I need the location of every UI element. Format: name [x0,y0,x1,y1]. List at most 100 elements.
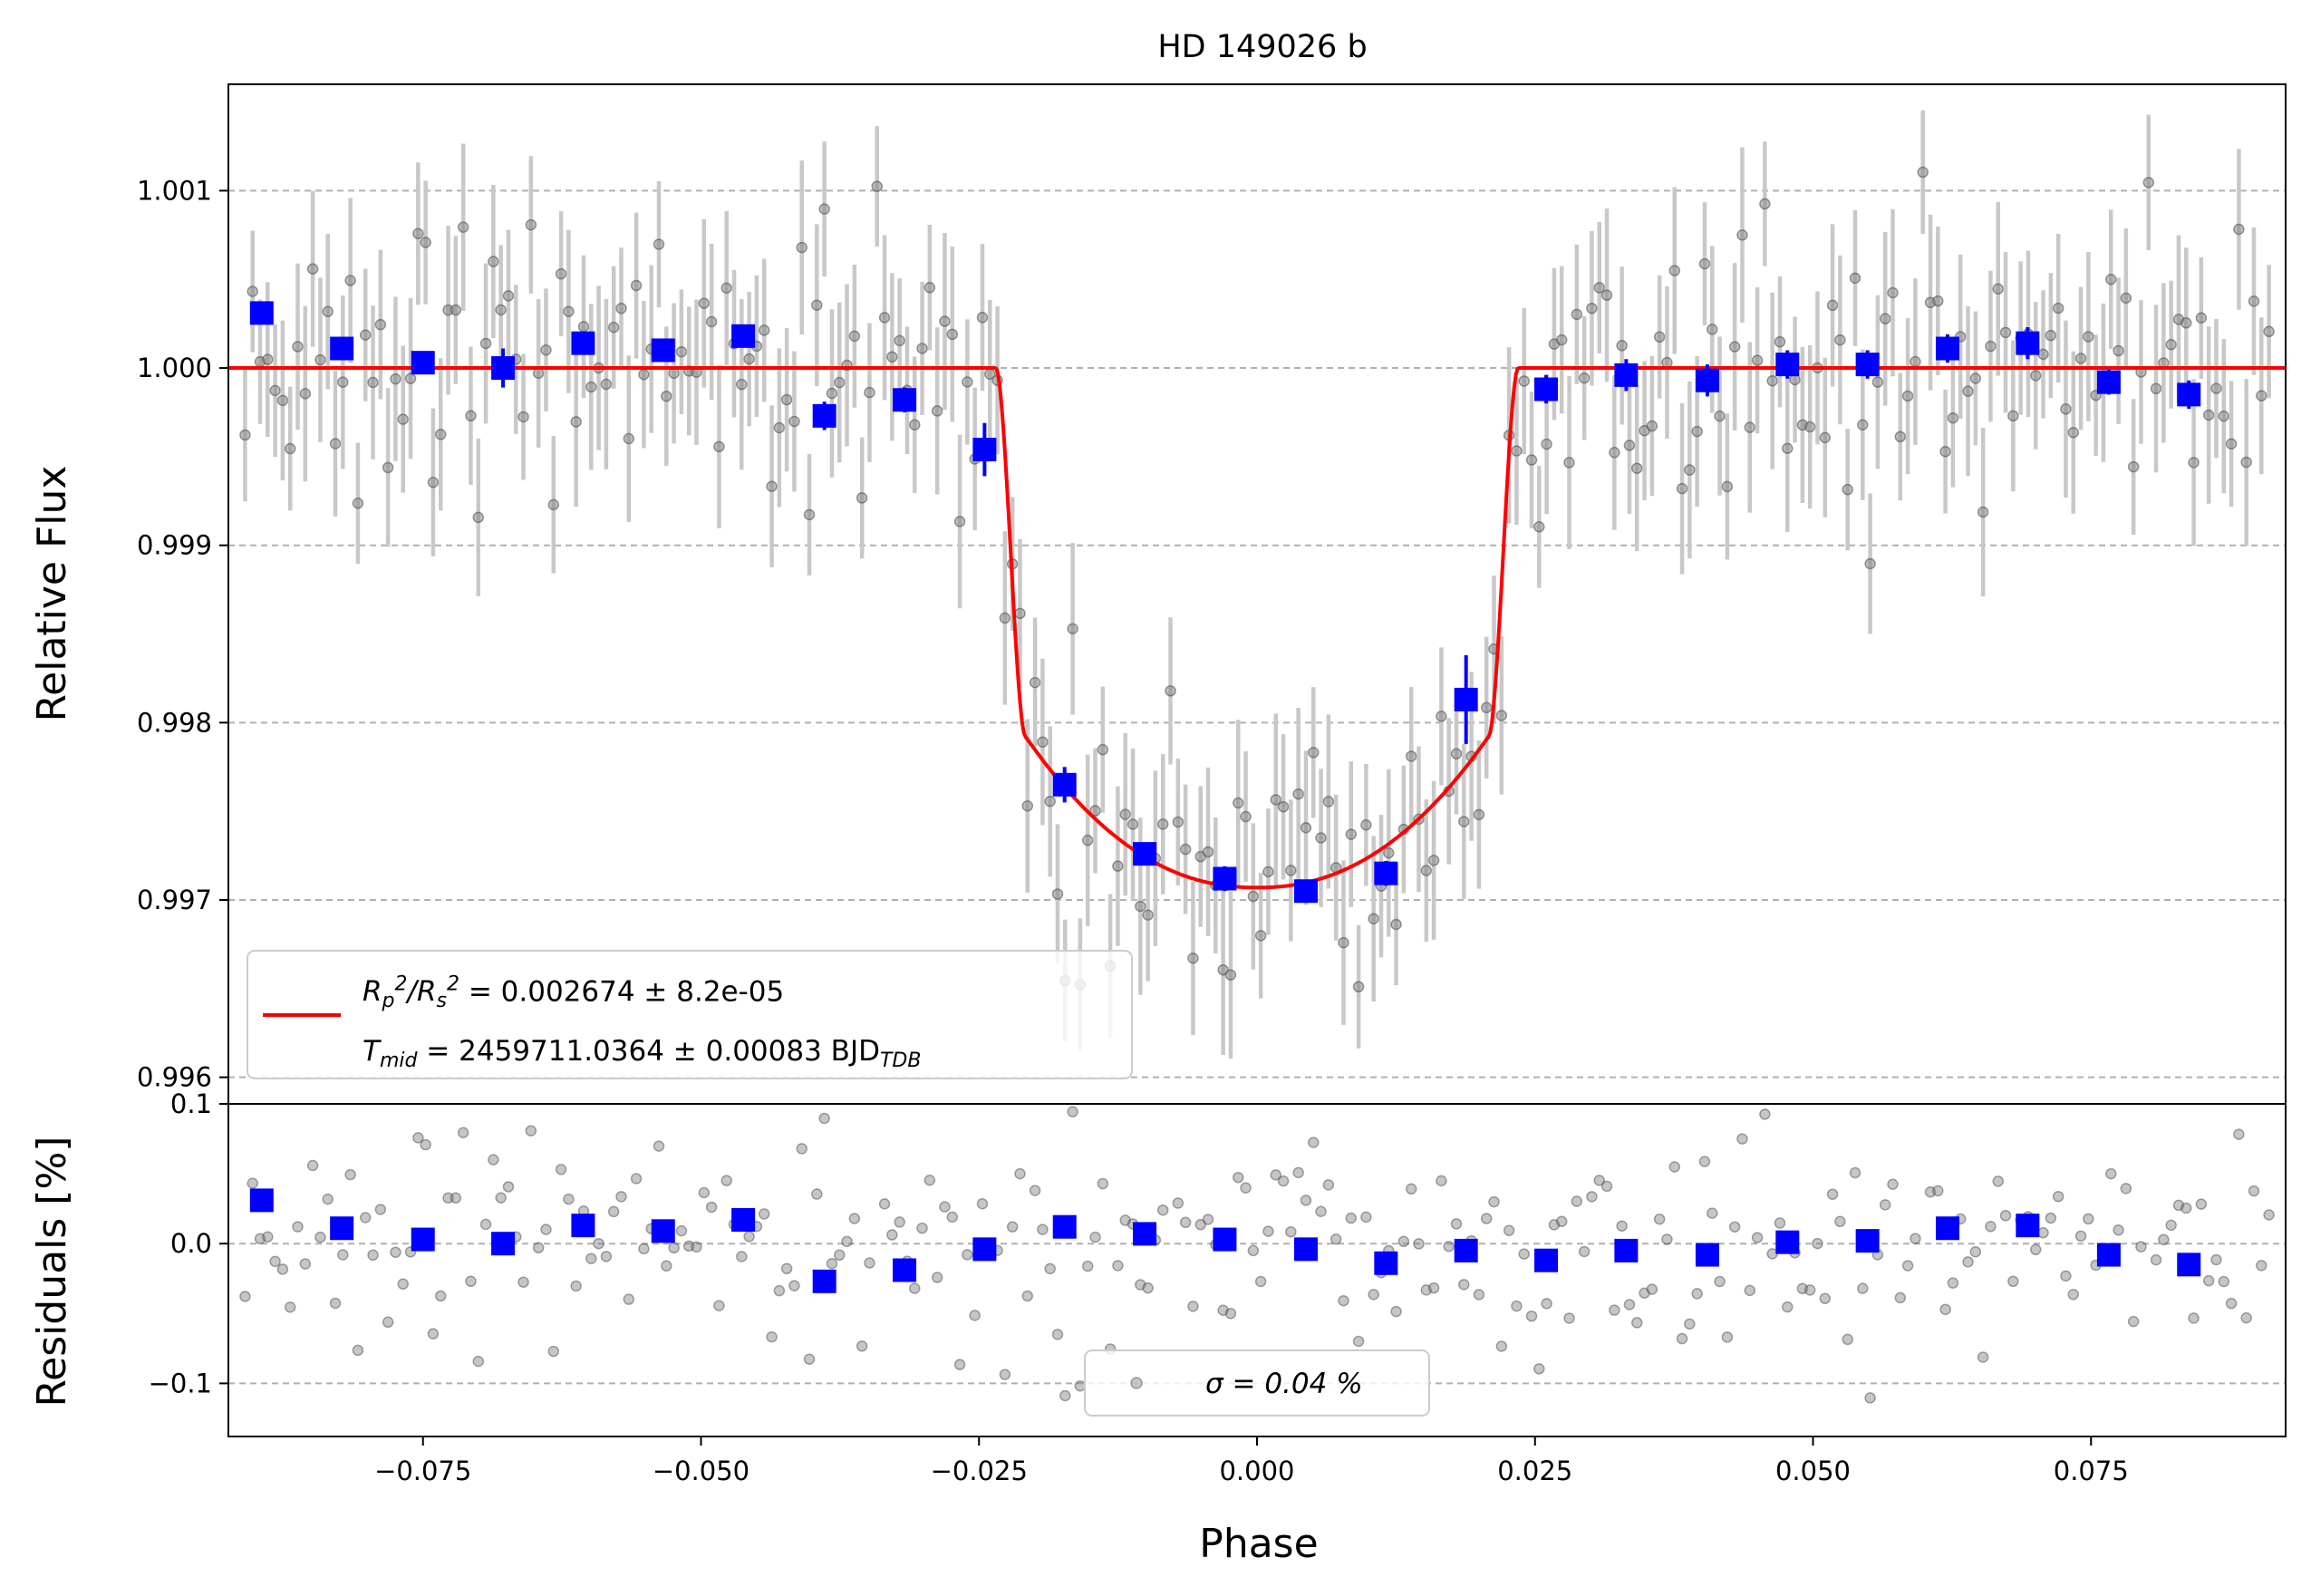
residual-point [864,1257,875,1269]
raw-point [525,218,537,231]
x-tick-label: −0.025 [931,1456,1028,1486]
residual-point [2180,1202,2192,1214]
residual-point [1751,1232,1764,1243]
raw-point [488,256,499,267]
residual-point [1187,1301,1199,1312]
raw-point [1849,272,1861,285]
residual-point [1586,1191,1598,1203]
top-y-tick-label: 0.996 [137,1062,212,1093]
residual-point [1059,1389,1071,1402]
bottom-panel: −0.1 0.0 0.1 −0.075 −0.050 −0.025 0.000 0.025 0… [29,1088,2287,1567]
residual-point [698,1186,711,1199]
binned-point [1614,363,1639,387]
residual-point [1503,1224,1515,1237]
binned-residual [330,1216,354,1241]
residual-point [758,1208,770,1220]
raw-point [1969,372,1982,384]
residual-point [1639,1287,1650,1300]
residual-point [1081,1260,1094,1272]
residual-point [2248,1185,2260,1197]
raw-point [1728,341,1741,353]
residual-point [705,1201,718,1214]
binned-point [2096,370,2121,394]
residual-point [2007,1275,2019,1288]
raw-point [1939,445,1951,458]
residual-point [691,1241,702,1253]
legend-sigma-label: σ = 0.04 % [1205,1368,1363,1400]
residual-point [2225,1297,2238,1310]
residual-point [1037,1224,1049,1235]
bottom-x-ticks: −0.075 −0.050 −0.025 0.000 0.025 0.050 0.075 [374,1436,2129,1486]
residual-point [1676,1332,1688,1345]
raw-point [1691,425,1703,438]
raw-point [1864,557,1876,570]
raw-point [1450,748,1463,759]
residual-point [1714,1275,1726,1288]
residual-point [1563,1312,1575,1324]
raw-point [1224,969,1237,981]
raw-point [1089,805,1101,817]
x-tick-label: 0.000 [1219,1456,1294,1486]
raw-point [1630,462,1643,474]
residual-point [1812,1237,1823,1250]
residual-point [1405,1183,1417,1195]
top-y-tick-label: 1.001 [137,175,212,206]
residual-point [623,1293,635,1305]
raw-point [1436,711,1447,722]
raw-point [1126,818,1139,830]
binned-residual [2016,1214,2040,1238]
residual-point [352,1344,364,1357]
raw-point [1751,354,1764,366]
raw-point [1947,411,1959,424]
residual-point [1097,1177,1109,1190]
residual-point [1006,1221,1019,1233]
raw-point [1917,166,1929,179]
top-y-axis-label: Relative Flux [29,466,75,722]
raw-point [675,345,688,358]
residual-point [1202,1214,1214,1225]
raw-point [239,429,251,441]
bottom-y-tick-label: 0.1 [170,1088,212,1119]
raw-point [1555,334,1568,346]
raw-point [1653,331,1666,343]
raw-point [856,492,868,504]
raw-point [1586,302,1598,314]
raw-point [653,238,665,250]
residual-point [1112,1260,1124,1272]
residual-point [472,1355,485,1368]
residual-point [2105,1167,2117,1180]
residual-point [1857,1282,1869,1294]
raw-point [1368,913,1379,924]
binned-point [1133,842,1157,866]
residual-point [1541,1298,1552,1310]
binned-point [1293,879,1318,904]
residual-point [1029,1185,1041,1196]
raw-point [532,367,545,380]
bottom-raw-residuals [239,1106,2275,1404]
raw-point [871,180,884,192]
residual-point [1322,1179,1335,1191]
raw-point [1563,457,1575,469]
raw-point [1646,420,1658,432]
x-tick-label: 0.075 [2054,1456,2129,1486]
raw-point [2218,410,2230,422]
residual-point [1774,1217,1786,1229]
residual-point [1292,1166,1304,1179]
raw-point [1571,308,1583,321]
residual-point [1390,1305,1402,1318]
residual-point [1684,1318,1696,1330]
raw-point [1676,482,1688,495]
raw-point [743,353,755,365]
residual-point [1420,1284,1433,1296]
residual-point [1842,1333,1853,1346]
residual-point [1977,1351,1989,1363]
raw-point [999,612,1011,624]
binned-residual [1695,1243,1719,1267]
residual-point [1089,1231,1101,1243]
residual-point [1247,1244,1260,1257]
residual-point [1119,1214,1131,1226]
raw-point [1525,454,1538,466]
raw-point [352,498,364,509]
residual-point [939,1201,951,1213]
residual-point [1759,1108,1771,1120]
